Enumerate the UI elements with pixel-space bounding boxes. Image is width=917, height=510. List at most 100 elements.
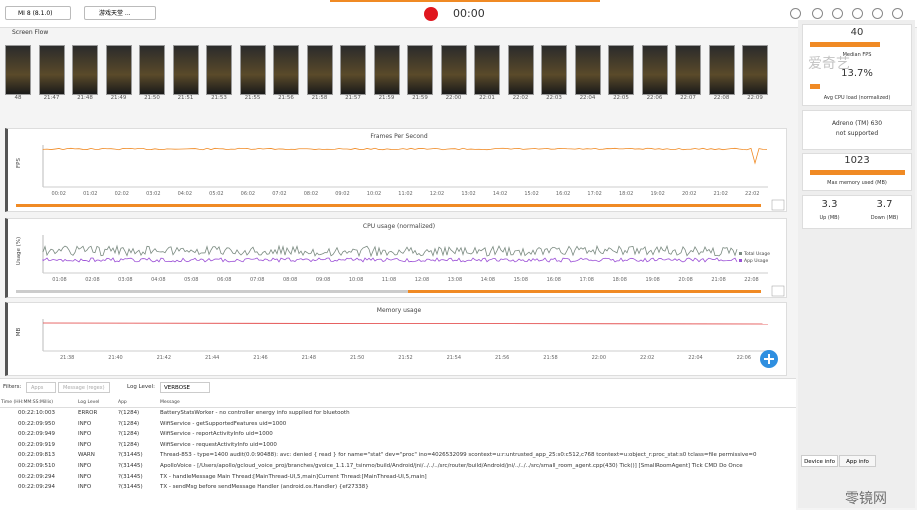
x-tick-label: 14:08 — [481, 277, 495, 283]
log-cell: 00:22:09:919 — [18, 441, 56, 448]
x-tick-label: 08:02 — [304, 191, 318, 197]
log-cell: ?(31445) — [118, 484, 143, 491]
app-dropdown[interactable]: 游戏天堂 ... — [84, 6, 156, 20]
screenshot-thumb[interactable] — [38, 45, 65, 95]
x-tick-label: 06:02 — [241, 191, 255, 197]
toolbar-icon[interactable] — [852, 8, 863, 19]
screenshot-thumb[interactable] — [507, 45, 534, 95]
filter-input[interactable]: Apps — [26, 382, 56, 393]
x-tick-label: 15:08 — [514, 277, 528, 283]
thumb-time: 21:59 — [378, 95, 395, 101]
scrollbar-thumb[interactable] — [408, 290, 761, 293]
screenshot-thumb[interactable] — [440, 45, 467, 95]
screenshot-thumb[interactable] — [373, 45, 400, 95]
x-tick-label: 12:02 — [430, 191, 444, 197]
screenshot-thumb[interactable] — [407, 45, 433, 95]
app-usage-trace — [42, 257, 738, 263]
screenshot-thumb[interactable] — [340, 45, 366, 95]
screenshot-thumb[interactable] — [5, 45, 31, 95]
x-tick-label: 04:02 — [178, 191, 192, 197]
level-label: Log Level: — [127, 384, 155, 390]
toolbar-icon[interactable] — [892, 8, 903, 19]
screenshot-thumb[interactable] — [541, 45, 567, 95]
screenshot-thumb[interactable] — [139, 45, 165, 95]
toolbar-icon[interactable] — [872, 8, 883, 19]
stat-bar — [810, 42, 880, 47]
log-cell: WifiService - getSupportedFeatures uid=1… — [160, 420, 287, 427]
log-cell: WARN — [78, 452, 95, 459]
x-tick-label: 22:02 — [640, 355, 654, 361]
toolbar-icon[interactable] — [812, 8, 823, 19]
x-tick-label: 03:08 — [118, 277, 132, 283]
screenshot-thumb[interactable] — [105, 45, 132, 95]
stat-bar — [810, 84, 820, 89]
x-tick-label: 21:58 — [543, 355, 557, 361]
x-tick-label: 13:08 — [448, 277, 462, 283]
x-tick-label: 16:08 — [547, 277, 561, 283]
watermark: 零镜网 — [845, 491, 887, 507]
log-cell: TX - handleMessage Main Thread:[MainThre… — [160, 473, 427, 480]
chart-title: Frames Per Second — [370, 133, 427, 140]
x-tick-label: 04:08 — [151, 277, 165, 283]
tab[interactable]: Device info — [801, 455, 838, 467]
log-cell: 00:22:09:813 — [18, 452, 56, 459]
log-cell: 00:22:09:294 — [18, 473, 56, 480]
screenshot-thumb[interactable] — [206, 45, 232, 95]
x-tick-label: 17:08 — [580, 277, 594, 283]
log-cell: INFO — [78, 473, 92, 480]
log-cell: INFO — [78, 420, 92, 427]
level-dropdown[interactable]: VERBOSE — [160, 382, 210, 393]
record-button[interactable] — [424, 7, 438, 21]
x-tick-label: 21:46 — [253, 355, 267, 361]
chart-panel: Frames Per Second FPS 00:02 01:02 02:02 03:02… — [5, 128, 787, 212]
screenshot-thumb[interactable] — [675, 45, 701, 95]
scrollbar-thumb[interactable] — [16, 204, 761, 207]
screenshot-thumb[interactable] — [742, 45, 768, 95]
filter-input[interactable]: Message (regex) — [58, 382, 110, 393]
toolbar-icon[interactable] — [790, 8, 801, 19]
thumb-time: 22:05 — [613, 95, 629, 101]
x-tick-label: 00:02 — [52, 191, 66, 197]
log-panel — [0, 378, 796, 510]
log-cell: 00:22:10:003 — [18, 410, 56, 416]
header-rule — [0, 407, 796, 408]
device-dropdown[interactable]: MI 8 (8.1.0) — [5, 6, 71, 20]
screenshot-thumb[interactable] — [172, 45, 199, 95]
legend-swatch — [739, 259, 742, 262]
x-tick-label: 09:08 — [316, 277, 330, 283]
y-axis-label: FPS — [16, 158, 22, 168]
filters-label: Filters: — [3, 384, 22, 390]
log-cell: TX - sendMsg before sendMessage Handler … — [160, 484, 369, 491]
thumb-time: 21:49 — [110, 95, 127, 101]
column-header: Message — [160, 400, 180, 405]
log-cell: Thread-853 - type=1400 audit(0.0:90488):… — [160, 452, 757, 459]
thumb-time: 21:47 — [43, 95, 60, 101]
screenshot-thumb[interactable] — [239, 45, 266, 95]
column-header: App — [118, 400, 127, 405]
zoom-button[interactable] — [771, 285, 785, 297]
log-cell: BatteryStatsWorker - no controller energ… — [160, 410, 350, 416]
screenshot-thumb[interactable] — [641, 45, 668, 95]
screenshot-thumb[interactable] — [474, 45, 500, 95]
thumb-time: 22:07 — [680, 95, 696, 101]
chart-title: CPU usage (normalized) — [363, 223, 435, 230]
screenshot-thumb[interactable] — [608, 45, 634, 95]
legend-swatch — [739, 252, 742, 255]
x-tick-label: 05:08 — [184, 277, 198, 283]
x-tick-label: 12:08 — [415, 277, 429, 283]
screenshot-thumb[interactable] — [306, 45, 333, 95]
zoom-button[interactable] — [771, 199, 785, 211]
tab[interactable]: App info — [839, 455, 876, 467]
toolbar-icon[interactable] — [832, 8, 843, 19]
thumb-time: 22:09 — [747, 95, 763, 101]
log-cell: ?(1284) — [118, 441, 140, 448]
log-cell: 00:22:09:510 — [18, 463, 56, 469]
screenshot-thumb[interactable] — [708, 45, 735, 95]
log-cell: ?(1284) — [118, 410, 140, 416]
x-tick-label: 08:08 — [283, 277, 297, 283]
chart: CPU usage (normalized) Usage (%) 01:08 02:0… — [16, 223, 785, 297]
thumb-time: 21:56 — [278, 95, 294, 101]
screenshot-thumb[interactable] — [72, 45, 98, 95]
screenshot-thumb[interactable] — [273, 45, 299, 95]
screenshot-thumb[interactable] — [574, 45, 601, 95]
